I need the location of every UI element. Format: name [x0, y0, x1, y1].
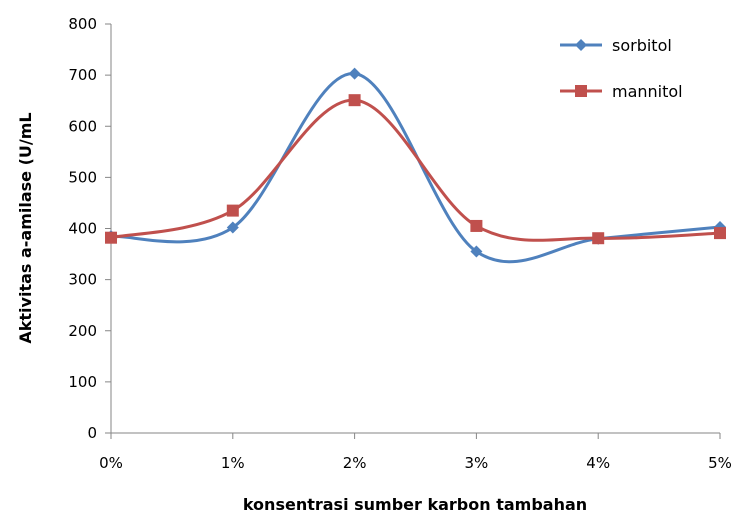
x-tick-label: 4% — [586, 454, 610, 472]
x-tick-label: 2% — [343, 454, 367, 472]
mannitol-point — [714, 227, 726, 240]
y-tick-label: 0 — [87, 424, 97, 442]
sorbitol-point — [470, 245, 483, 258]
y-tick-label: 100 — [68, 373, 97, 391]
y-tick-label: 600 — [68, 117, 97, 135]
y-axis-title: Aktivitas a-amilase (U/mL — [16, 112, 35, 343]
x-axis-title: konsentrasi sumber karbon tambahan — [243, 495, 587, 514]
mannitol-point — [348, 94, 361, 107]
sorbitol-line — [110, 72, 721, 264]
y-tick-label: 700 — [68, 66, 97, 84]
legend: sorbitol mannitol — [560, 36, 683, 101]
mannitol-line — [110, 98, 721, 242]
y-tick-label: 300 — [68, 271, 97, 289]
sorbitol-point — [348, 67, 361, 80]
legend-item-mannitol: mannitol — [560, 82, 683, 101]
mannitol-point — [105, 231, 117, 244]
legend-label: mannitol — [612, 82, 683, 101]
mannitol-point — [226, 204, 239, 217]
legend-item-sorbitol: sorbitol — [560, 36, 672, 55]
sorbitol-point — [226, 221, 239, 234]
mannitol-point — [592, 232, 605, 245]
series-layer — [105, 67, 726, 264]
y-tick-label: 200 — [68, 322, 97, 340]
series-mannitol — [105, 94, 726, 245]
y-tick-label: 800 — [68, 15, 97, 33]
x-tick-label: 1% — [221, 454, 245, 472]
y-ticks: 0 100 200 300 400 500 600 700 800 — [68, 15, 111, 442]
legend-marker — [575, 85, 587, 97]
legend-marker — [575, 39, 587, 51]
x-tick-label: 3% — [465, 454, 489, 472]
y-tick-label: 400 — [68, 220, 97, 238]
x-tick-label: 0% — [99, 454, 123, 472]
y-tick-label: 500 — [68, 168, 97, 186]
x-tick-label: 5% — [708, 454, 732, 472]
mannitol-point — [470, 219, 483, 232]
legend-label: sorbitol — [612, 36, 672, 55]
x-ticks: 0% 1% 2% 3% 4% 5% — [99, 433, 732, 472]
